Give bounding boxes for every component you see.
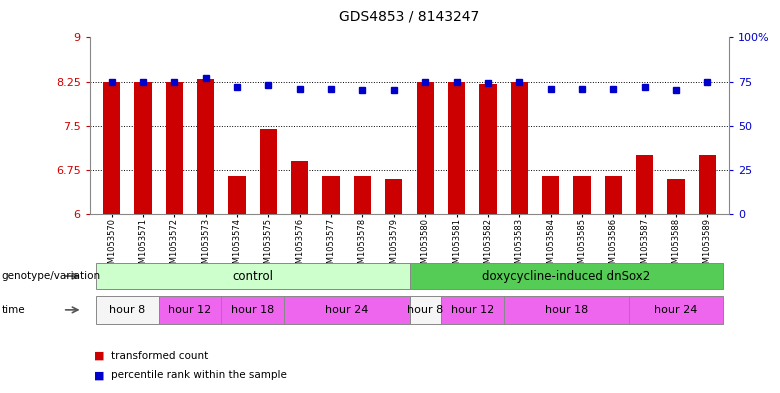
Bar [668, 179, 685, 214]
Bar [322, 176, 340, 214]
Bar [504, 296, 629, 324]
Text: time: time [2, 305, 25, 315]
Text: hour 12: hour 12 [168, 305, 211, 315]
Text: hour 8: hour 8 [407, 305, 443, 315]
Bar [479, 84, 497, 214]
Bar [636, 155, 654, 214]
Bar [165, 82, 183, 214]
Bar [229, 176, 246, 214]
Bar [448, 82, 465, 214]
Bar [222, 296, 284, 324]
Text: hour 24: hour 24 [325, 305, 368, 315]
Bar [629, 296, 723, 324]
Bar [441, 296, 504, 324]
Bar [158, 296, 222, 324]
Bar [284, 296, 410, 324]
Bar [354, 176, 371, 214]
Bar [410, 263, 723, 289]
Text: hour 12: hour 12 [451, 305, 494, 315]
Bar [699, 155, 716, 214]
Bar [260, 129, 277, 214]
Bar [417, 82, 434, 214]
Bar [96, 296, 158, 324]
Text: genotype/variation: genotype/variation [2, 271, 101, 281]
Text: ■: ■ [94, 351, 104, 361]
Bar [573, 176, 590, 214]
Text: hour 24: hour 24 [654, 305, 697, 315]
Text: hour 18: hour 18 [231, 305, 275, 315]
Text: GDS4853 / 8143247: GDS4853 / 8143247 [339, 10, 480, 24]
Text: percentile rank within the sample: percentile rank within the sample [111, 370, 286, 380]
Text: doxycycline-induced dnSox2: doxycycline-induced dnSox2 [482, 270, 651, 283]
Bar [511, 82, 528, 214]
Bar [96, 263, 410, 289]
Text: hour 18: hour 18 [544, 305, 588, 315]
Bar [410, 296, 441, 324]
Bar [385, 179, 402, 214]
Bar [604, 176, 622, 214]
Bar [291, 161, 308, 214]
Bar [197, 79, 215, 214]
Bar [542, 176, 559, 214]
Bar [103, 82, 120, 214]
Text: transformed count: transformed count [111, 351, 208, 361]
Text: ■: ■ [94, 370, 104, 380]
Text: control: control [232, 270, 273, 283]
Text: hour 8: hour 8 [109, 305, 145, 315]
Bar [134, 82, 151, 214]
